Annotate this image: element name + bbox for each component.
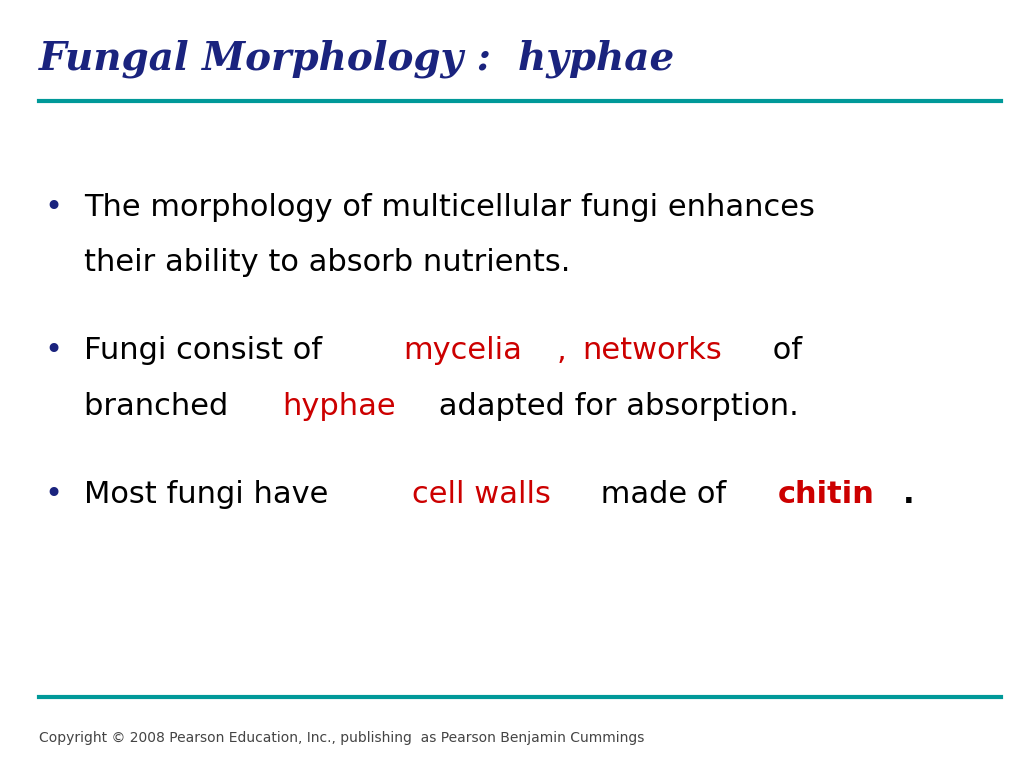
Text: cell walls: cell walls bbox=[412, 480, 551, 509]
Text: •: • bbox=[44, 336, 62, 366]
Text: Most fungi have: Most fungi have bbox=[84, 480, 338, 509]
Text: .: . bbox=[903, 480, 914, 509]
Text: hyphae: hyphae bbox=[283, 392, 396, 421]
Text: networks: networks bbox=[583, 336, 722, 366]
Text: •: • bbox=[44, 480, 62, 509]
Text: chitin: chitin bbox=[778, 480, 874, 509]
Text: branched: branched bbox=[84, 392, 238, 421]
Text: of: of bbox=[763, 336, 802, 366]
Text: their ability to absorb nutrients.: their ability to absorb nutrients. bbox=[84, 248, 570, 277]
Text: mycelia: mycelia bbox=[403, 336, 522, 366]
Text: Copyright © 2008 Pearson Education, Inc., publishing  as Pearson Benjamin Cummin: Copyright © 2008 Pearson Education, Inc.… bbox=[39, 731, 644, 745]
Text: ,: , bbox=[557, 336, 577, 366]
Text: •: • bbox=[44, 193, 62, 222]
Text: Fungi consist of: Fungi consist of bbox=[84, 336, 332, 366]
Text: Fungal Morphology :  hyphae: Fungal Morphology : hyphae bbox=[39, 40, 675, 78]
Text: The morphology of multicellular fungi enhances: The morphology of multicellular fungi en… bbox=[84, 193, 815, 222]
Text: adapted for absorption.: adapted for absorption. bbox=[429, 392, 799, 421]
Text: made of: made of bbox=[591, 480, 736, 509]
